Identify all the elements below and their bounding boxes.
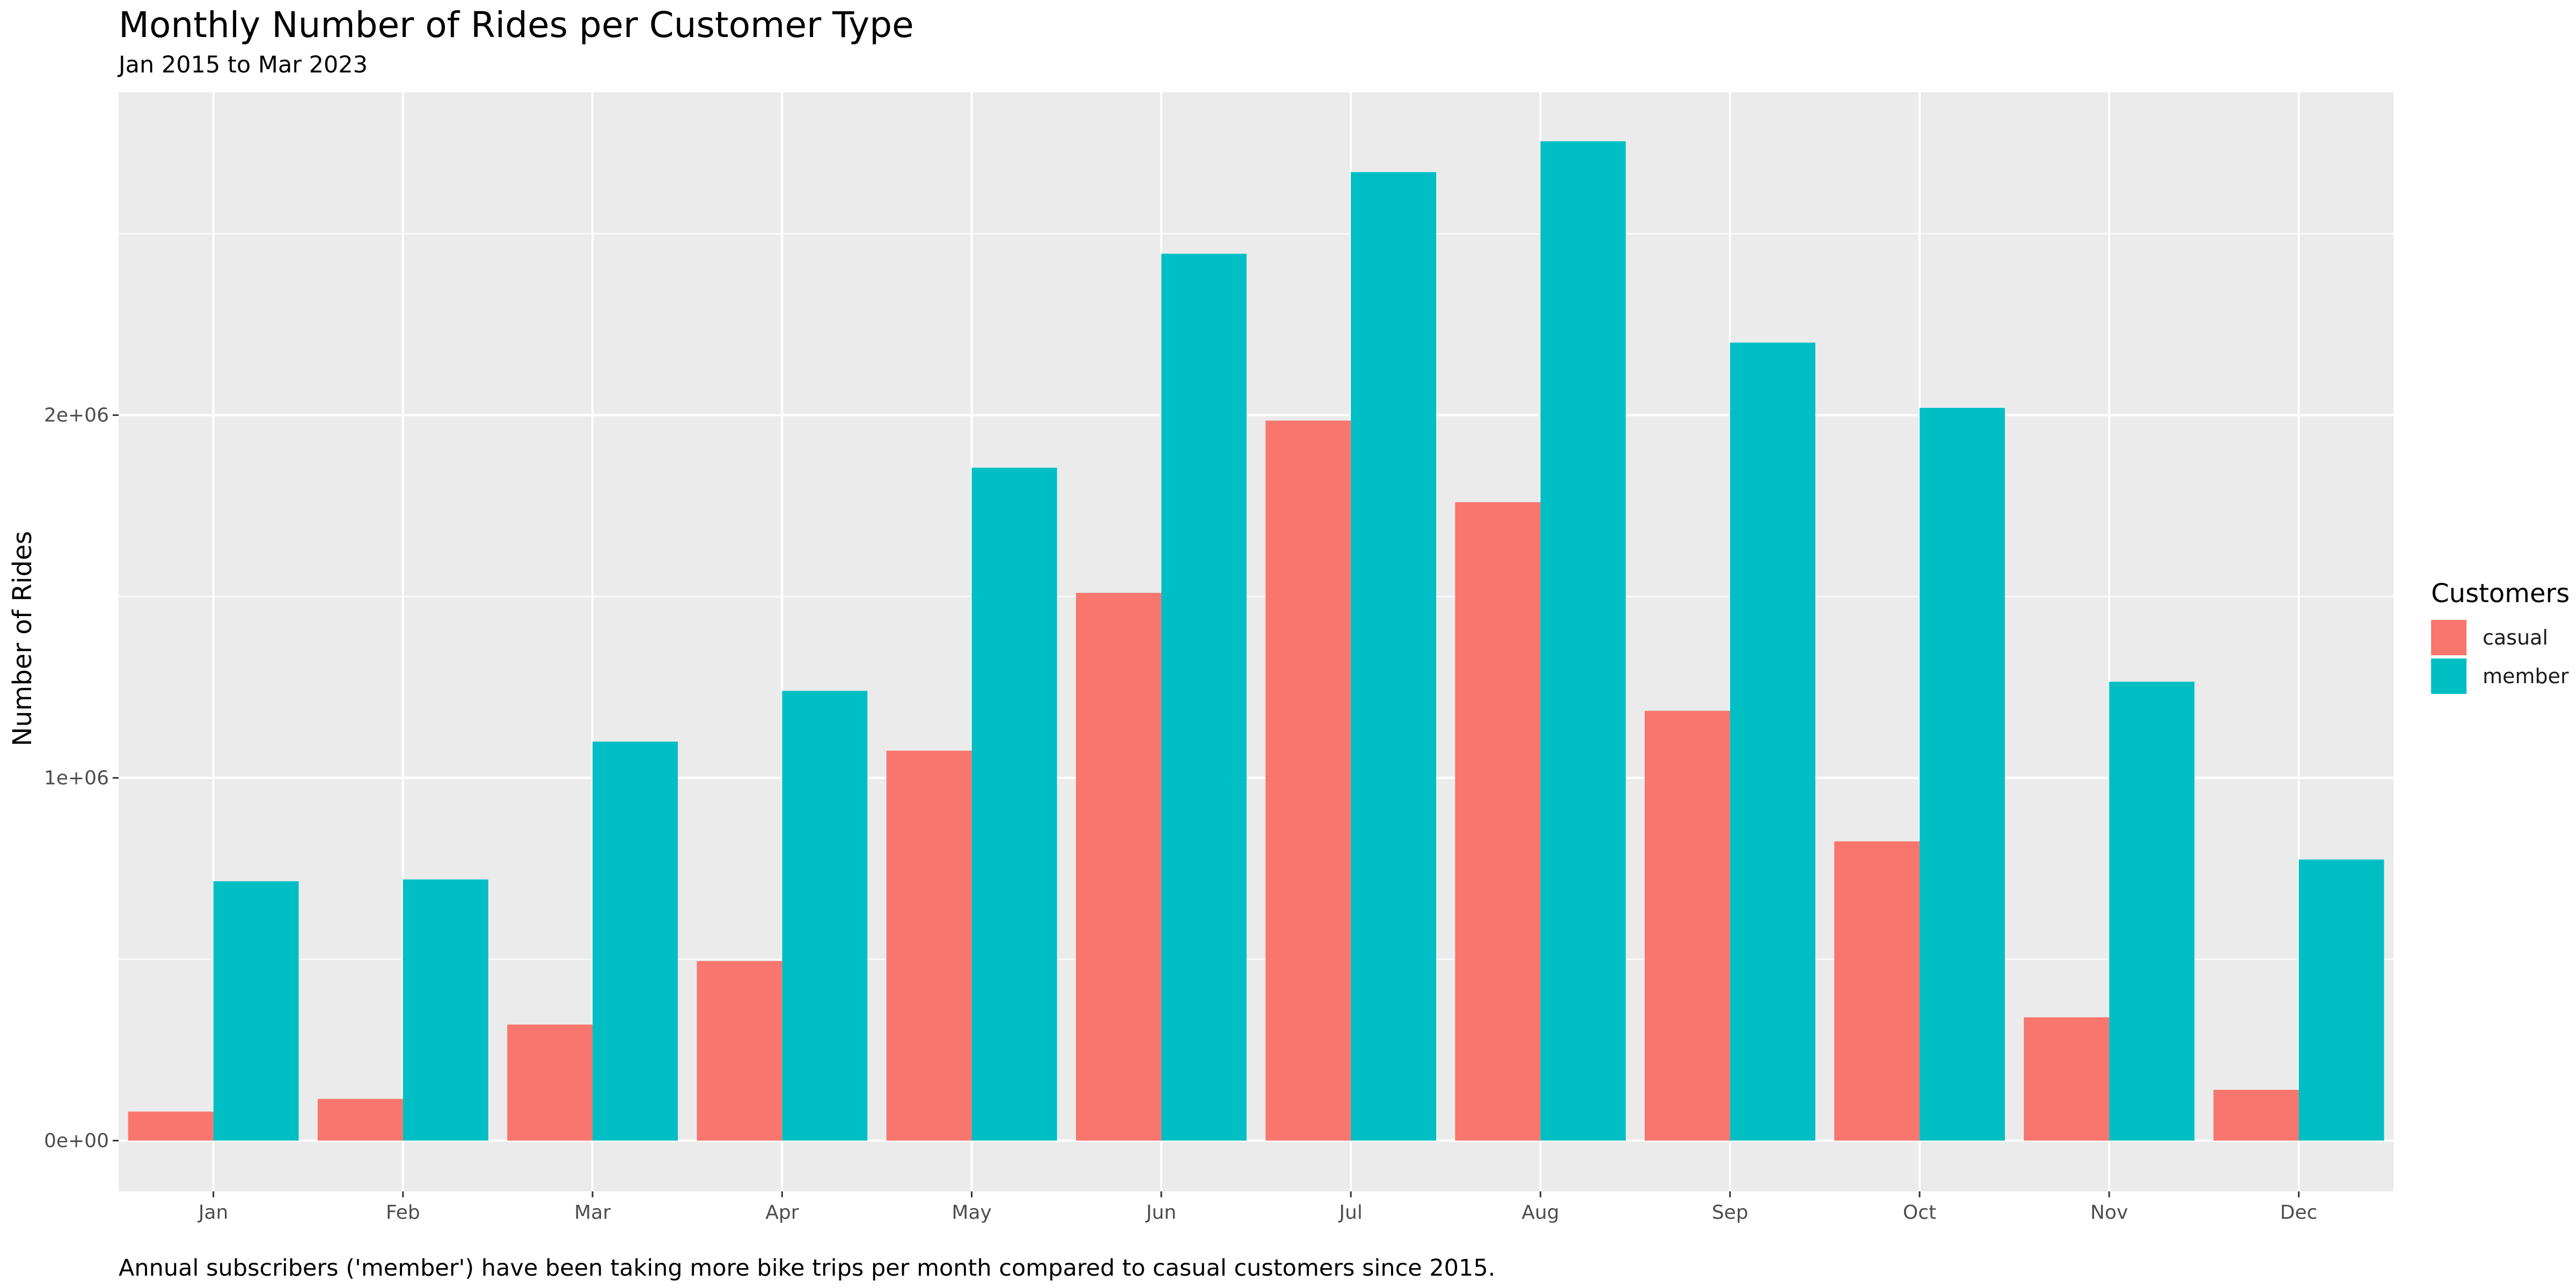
chart-caption: Annual subscribers ('member') have been … (119, 1255, 1496, 1282)
chart-subtitle: Jan 2015 to Mar 2023 (119, 52, 368, 78)
bar-member-jan (213, 881, 299, 1141)
bar-member-mar (592, 741, 678, 1141)
y-tick-label: 1e+06 (44, 767, 109, 789)
x-tick-label-feb: Feb (386, 1202, 420, 1224)
legend-item-casual: casual (2431, 618, 2570, 657)
x-tick-label-may: May (952, 1202, 991, 1224)
legend: Customers casual member (2431, 579, 2570, 696)
bar-member-dec (2299, 859, 2384, 1141)
x-tick-label-jun: Jun (1145, 1202, 1176, 1224)
bar-casual-jul (1265, 420, 1351, 1141)
bar-casual-feb (317, 1099, 403, 1141)
legend-title: Customers (2431, 579, 2570, 609)
x-tick-label-aug: Aug (1521, 1202, 1559, 1224)
bar-member-apr (782, 691, 868, 1141)
x-tick-label-jan: Jan (197, 1202, 229, 1224)
x-tick-label-nov: Nov (2090, 1202, 2128, 1224)
plot-panel (119, 92, 2394, 1191)
bar-casual-sep (1644, 711, 1730, 1141)
x-tick-label-apr: Apr (765, 1202, 799, 1224)
bar-casual-jun (1075, 592, 1161, 1141)
legend-key-member (2431, 658, 2467, 694)
bar-casual-mar (507, 1024, 593, 1141)
bar-casual-nov (2024, 1017, 2110, 1141)
bar-casual-oct (1834, 841, 1920, 1141)
bar-member-feb (402, 879, 488, 1141)
bar-casual-jan (128, 1111, 214, 1141)
bar-casual-apr (697, 961, 782, 1141)
legend-key-casual (2431, 620, 2467, 655)
bar-member-jun (1161, 253, 1247, 1141)
y-tick-label: 2e+06 (44, 405, 109, 427)
x-tick-label-mar: Mar (574, 1202, 611, 1224)
bar-casual-aug (1455, 502, 1541, 1141)
bar-member-may (971, 467, 1057, 1141)
bar-member-aug (1540, 141, 1626, 1141)
y-axis-label: Number of Rides (8, 531, 38, 747)
bar-member-sep (1730, 342, 1816, 1141)
bar-member-oct (1919, 408, 2005, 1141)
x-tick-label-dec: Dec (2280, 1202, 2318, 1224)
legend-label-casual: casual (2483, 626, 2548, 649)
y-tick-label: 0e+00 (44, 1130, 109, 1152)
bar-casual-dec (2213, 1089, 2299, 1141)
bar-casual-may (886, 750, 972, 1141)
bar-member-nov (2109, 682, 2195, 1141)
chart-title: Monthly Number of Rides per Customer Typ… (119, 4, 914, 46)
bar-member-jul (1351, 172, 1437, 1141)
x-tick-label-jul: Jul (1338, 1202, 1362, 1224)
x-tick-label-oct: Oct (1903, 1202, 1936, 1224)
legend-item-member: member (2431, 657, 2570, 696)
x-tick-label-sep: Sep (1712, 1202, 1748, 1224)
legend-label-member: member (2483, 664, 2569, 688)
